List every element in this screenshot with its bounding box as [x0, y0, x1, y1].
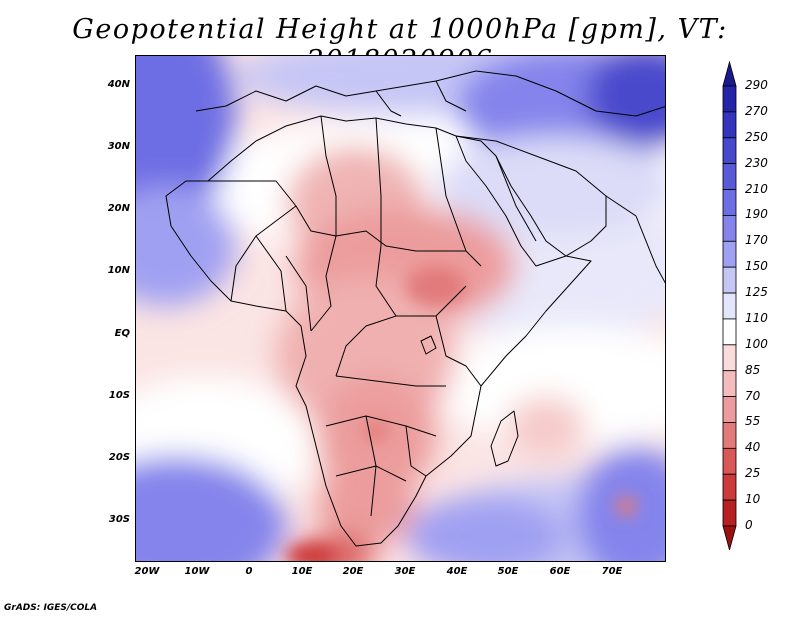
colorbar-segment — [722, 111, 737, 139]
colorbar-segment — [722, 499, 737, 527]
colorbar-segment — [722, 292, 737, 320]
footer-credit: GrADS: IGES/COLA — [4, 603, 98, 613]
colorbar-label: 10 — [745, 492, 761, 507]
colorbar-label: 70 — [745, 388, 761, 403]
colorbar-segment — [722, 85, 737, 113]
colorbar-segment — [722, 422, 737, 449]
lat-label-30n: 30N — [107, 141, 130, 152]
lon-label-40e: 40E — [446, 566, 468, 577]
map-panel — [135, 55, 666, 562]
lat-label-40n: 40N — [107, 79, 130, 90]
geopotential-map — [136, 56, 665, 561]
colorbar-segment — [722, 396, 737, 423]
field-shading — [136, 56, 665, 561]
lon-label-50e: 50E — [497, 566, 519, 577]
lon-label-30e: 30E — [394, 566, 416, 577]
colorbar-label: 125 — [745, 285, 768, 300]
lon-label-20w: 20W — [134, 566, 160, 577]
lat-label-30s: 30S — [108, 514, 130, 525]
colorbar-label: 210 — [745, 181, 768, 196]
lon-label-10w: 10W — [184, 566, 210, 577]
colorbar-segment — [722, 344, 737, 372]
colorbar-segment — [722, 318, 737, 346]
colorbar-segment — [722, 215, 737, 242]
lon-label-20e: 20E — [342, 566, 364, 577]
colorbar-segment-top — [722, 60, 737, 87]
colorbar-segment — [722, 473, 737, 501]
colorbar-label: 0 — [745, 518, 753, 532]
colorbar-label: 190 — [745, 207, 768, 222]
lat-label-eq: EQ — [114, 328, 130, 339]
colorbar-segment — [722, 240, 737, 268]
colorbar-segment — [722, 370, 737, 397]
coastlines — [165, 70, 665, 547]
colorbar-label: 100 — [745, 336, 768, 351]
colorbar — [722, 60, 737, 550]
colorbar-label: 40 — [745, 440, 761, 455]
colorbar-segment — [722, 137, 737, 165]
lon-label-70e: 70E — [601, 566, 623, 577]
colorbar-label: 110 — [745, 310, 768, 325]
lat-label-10s: 10S — [108, 390, 130, 401]
colorbar-label: 250 — [745, 129, 768, 144]
lon-label-60e: 60E — [549, 566, 571, 577]
lat-label-10n: 10N — [107, 265, 130, 276]
colorbar-label: 230 — [745, 155, 768, 170]
colorbar-segment — [722, 447, 737, 475]
colorbar-segment — [722, 163, 737, 190]
lat-label-20s: 20S — [108, 452, 130, 463]
colorbar-segment — [722, 266, 737, 294]
colorbar-label: 270 — [745, 103, 768, 118]
colorbar-segment — [722, 189, 737, 216]
colorbar-segment-bottom — [722, 525, 737, 550]
lon-label-10e: 10E — [291, 566, 313, 577]
colorbar-label: 150 — [745, 259, 768, 274]
colorbar-label: 55 — [745, 414, 761, 429]
lat-label-20n: 20N — [107, 203, 130, 214]
colorbar-label: 25 — [745, 466, 761, 481]
lon-label-0: 0 — [245, 566, 253, 577]
colorbar-label: 85 — [745, 362, 761, 377]
colorbar-label: 170 — [745, 233, 768, 248]
colorbar-label: 290 — [745, 78, 768, 92]
